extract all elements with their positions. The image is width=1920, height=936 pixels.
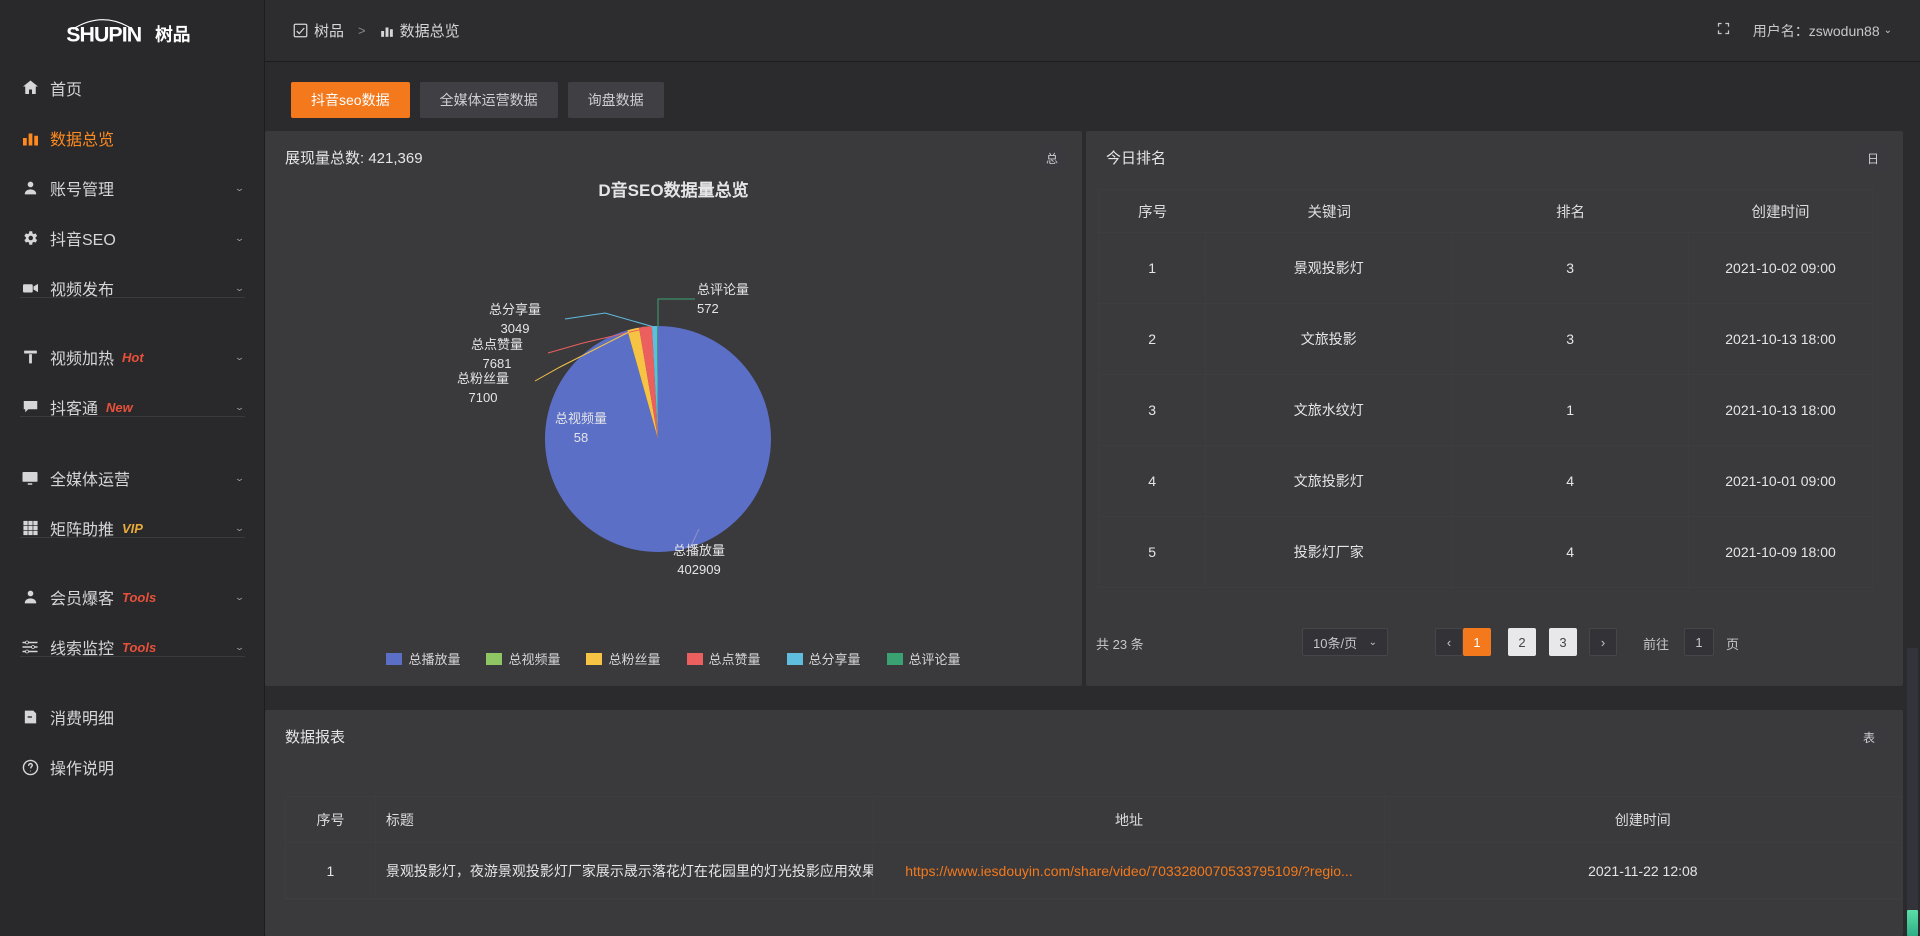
svg-text:总点赞量: 总点赞量 (471, 337, 523, 352)
svg-text:7681: 7681 (483, 356, 512, 371)
svg-text:总评论量: 总评论量 (697, 282, 749, 297)
svg-text:402909: 402909 (677, 562, 720, 577)
svg-text:总分享量: 总分享量 (489, 302, 541, 317)
svg-text:总粉丝量: 总粉丝量 (457, 371, 509, 386)
svg-text:总视频量: 总视频量 (555, 411, 607, 426)
svg-text:3049: 3049 (501, 321, 530, 336)
svg-text:7100: 7100 (469, 390, 498, 405)
svg-text:总播放量: 总播放量 (673, 543, 725, 558)
svg-text:572: 572 (697, 301, 719, 316)
svg-text:58: 58 (574, 430, 588, 445)
